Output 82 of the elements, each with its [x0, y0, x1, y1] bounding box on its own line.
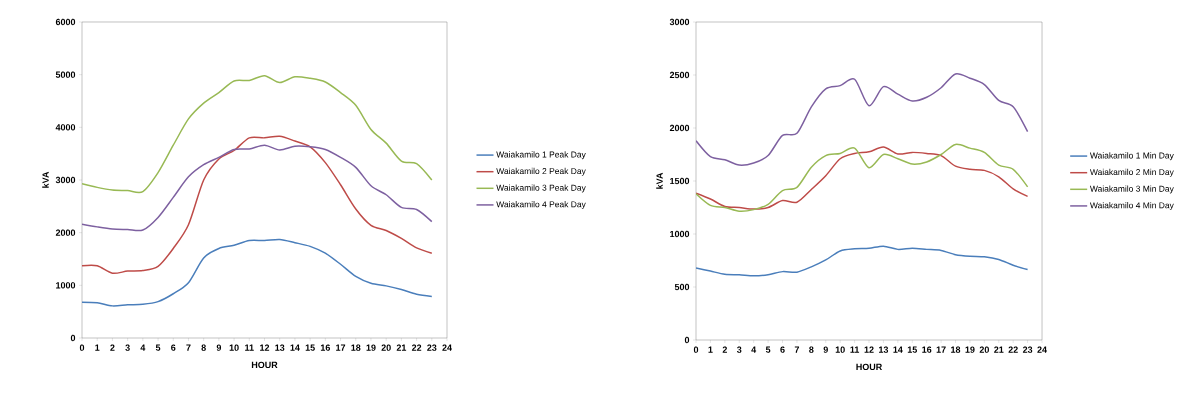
legend-label: Waiakamilo 3 Min Day: [1089, 185, 1174, 194]
line-series: [82, 135, 433, 275]
x-tick-label: 22: [1008, 346, 1018, 353]
x-tick-label: 0: [693, 346, 699, 353]
x-tick-label: 19: [965, 346, 975, 353]
x-tick-label: 18: [351, 344, 361, 351]
legend-label: Waiakamilo 1 Min Day: [1089, 152, 1174, 161]
x-tick-label: 22: [411, 344, 422, 351]
y-tick-label: 2500: [669, 71, 690, 79]
x-tick-label: 15: [305, 344, 315, 351]
x-axis-title: HOUR: [251, 361, 278, 369]
x-tick-label: 11: [245, 344, 254, 351]
legend-label: Waiakamilo 1 Peak Day: [496, 151, 586, 160]
y-tick-label: 500: [674, 283, 690, 291]
x-tick-label: 8: [809, 346, 814, 353]
x-tick-label: 21: [396, 344, 407, 351]
legend-label: Waiakamilo 3 Peak Day: [496, 184, 586, 193]
legend-label: Waiakamilo 4 Peak Day: [496, 201, 586, 209]
x-tick-label: 4: [140, 344, 146, 351]
y-tick-label: 3000: [669, 18, 690, 26]
line-series: [82, 74, 433, 194]
x-tick-label: 17: [936, 346, 946, 353]
x-tick-label: 16: [320, 344, 330, 351]
x-tick-label: 9: [216, 344, 222, 351]
y-tick-label: 1500: [670, 177, 690, 185]
x-tick-label: 1: [95, 344, 100, 351]
x-tick-label: 23: [427, 344, 437, 351]
x-tick-label: 12: [260, 344, 270, 351]
x-tick-label: 5: [765, 346, 771, 353]
x-tick-label: 24: [442, 344, 452, 351]
x-tick-label: 20: [979, 346, 989, 353]
x-axis-title: HOUR: [856, 363, 883, 371]
x-tick-label: 11: [850, 346, 860, 353]
x-tick-label: 6: [171, 344, 176, 351]
y-tick-label: 0: [70, 334, 76, 342]
x-tick-label: 19: [366, 344, 376, 351]
y-axis-title: kVA: [656, 172, 663, 189]
x-tick-label: 12: [864, 346, 874, 353]
x-tick-label: 10: [229, 344, 239, 351]
x-tick-label: 18: [951, 346, 961, 353]
y-tick-label: 5000: [55, 71, 76, 78]
line-series: [696, 245, 1029, 277]
y-tick-label: 0: [684, 336, 690, 344]
y-tick-label: 1000: [56, 282, 76, 289]
x-tick-label: 24: [1037, 346, 1047, 353]
y-tick-label: 6000: [55, 18, 76, 26]
x-tick-label: 13: [879, 346, 889, 353]
y-tick-label: 2000: [55, 229, 76, 236]
x-tick-label: 1: [708, 346, 713, 353]
legend-label: Waiakamilo 2 Peak Day: [496, 167, 586, 176]
legend-label: Waiakamilo 2 Min Day: [1089, 168, 1174, 177]
x-tick-label: 13: [275, 344, 285, 351]
line-series: [696, 73, 1029, 166]
x-tick-label: 5: [155, 344, 161, 351]
x-tick-label: 3: [736, 346, 742, 353]
y-tick-label: 1000: [670, 230, 690, 238]
y-tick-label: 3000: [55, 176, 76, 184]
legend-label: Waiakamilo 4 Min Day: [1089, 202, 1174, 210]
x-tick-label: 21: [994, 346, 1004, 353]
x-tick-label: 15: [907, 346, 917, 353]
x-tick-label: 3: [125, 344, 130, 351]
x-tick-label: 8: [201, 344, 206, 351]
y-tick-label: 2000: [669, 124, 690, 132]
y-axis-title: kVA: [42, 171, 49, 188]
x-tick-label: 0: [79, 344, 85, 351]
x-tick-label: 4: [751, 346, 757, 353]
x-tick-label: 2: [110, 344, 115, 351]
x-tick-label: 7: [794, 346, 800, 353]
x-tick-label: 9: [823, 346, 828, 353]
line-series: [82, 238, 433, 307]
x-tick-label: 7: [186, 344, 191, 351]
x-tick-label: 14: [893, 346, 903, 353]
x-tick-label: 17: [336, 344, 346, 351]
x-tick-label: 23: [1022, 346, 1033, 353]
x-tick-label: 16: [922, 346, 932, 353]
x-tick-label: 14: [290, 344, 300, 351]
y-tick-label: 4000: [55, 124, 76, 131]
x-tick-label: 6: [780, 346, 785, 353]
x-tick-label: 10: [835, 346, 845, 353]
x-tick-label: 2: [722, 346, 727, 353]
x-tick-label: 20: [381, 344, 391, 351]
line-series: [82, 144, 433, 232]
